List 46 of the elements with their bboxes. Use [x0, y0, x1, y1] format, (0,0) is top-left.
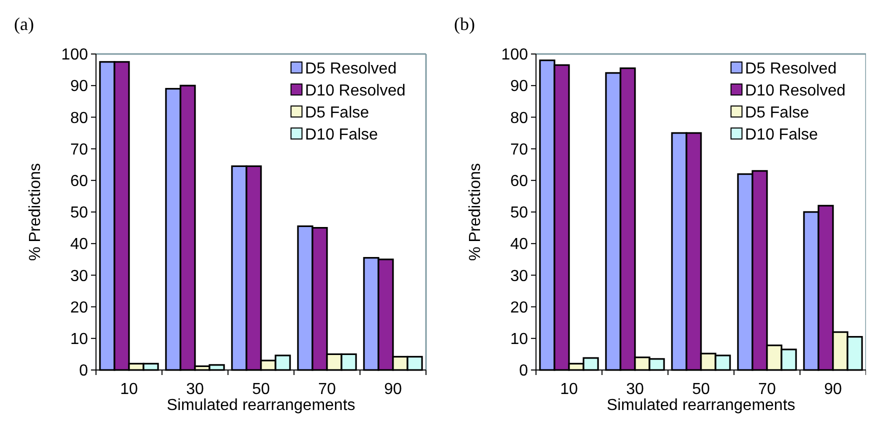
- y-tick-label: 80: [70, 110, 88, 127]
- legend-label: D5 Resolved: [305, 60, 397, 78]
- y-tick-label: 10: [510, 331, 528, 348]
- y-tick-label: 40: [70, 236, 88, 254]
- chart-title: (a): [14, 14, 34, 34]
- legend-label: D5 False: [745, 104, 810, 122]
- y-tick-label: 20: [510, 299, 528, 316]
- legend-label: D10 False: [745, 126, 818, 144]
- x-tick-label: 30: [626, 381, 644, 398]
- y-tick-label: 100: [501, 46, 528, 64]
- y-tick-label: 0: [519, 362, 528, 380]
- x-tick-label: 70: [758, 381, 776, 398]
- x-tick-label: 70: [318, 381, 336, 398]
- y-tick-label: 40: [510, 236, 528, 254]
- legend-label: D10 False: [305, 126, 378, 144]
- x-tick-label: 90: [384, 381, 402, 398]
- y-tick-label: 90: [510, 78, 528, 96]
- y-axis-title: % Predictions: [27, 163, 44, 261]
- legend-label: D5 Resolved: [745, 60, 837, 78]
- x-tick-label: 50: [692, 381, 710, 398]
- y-tick-label: 30: [510, 268, 528, 285]
- chart-title: (b): [454, 14, 475, 34]
- x-axis-title: Simulated rearrangements: [606, 397, 796, 414]
- y-axis-title: % Predictions: [467, 163, 484, 261]
- x-tick-label: 90: [824, 381, 842, 398]
- y-tick-label: 70: [510, 141, 528, 158]
- y-tick-label: 90: [70, 78, 88, 96]
- x-axis-title: Simulated rearrangements: [166, 397, 356, 414]
- legend-label: D5 False: [305, 104, 370, 122]
- legend-label: D10 Resolved: [305, 82, 406, 100]
- y-tick-label: 30: [70, 268, 88, 285]
- y-tick-label: 70: [70, 141, 88, 158]
- y-tick-label: 50: [510, 204, 528, 222]
- y-tick-label: 100: [61, 46, 88, 64]
- x-tick-label: 10: [560, 381, 578, 398]
- y-tick-label: 50: [70, 204, 88, 222]
- y-tick-label: 20: [70, 299, 88, 316]
- y-tick-label: 0: [79, 362, 88, 380]
- y-tick-label: 60: [70, 173, 88, 190]
- y-tick-label: 10: [70, 331, 88, 348]
- x-tick-label: 50: [252, 381, 270, 398]
- y-tick-label: 80: [510, 110, 528, 127]
- legend-label: D10 Resolved: [745, 82, 846, 100]
- x-tick-label: 10: [120, 381, 138, 398]
- y-tick-label: 60: [510, 173, 528, 190]
- x-tick-label: 30: [186, 381, 204, 398]
